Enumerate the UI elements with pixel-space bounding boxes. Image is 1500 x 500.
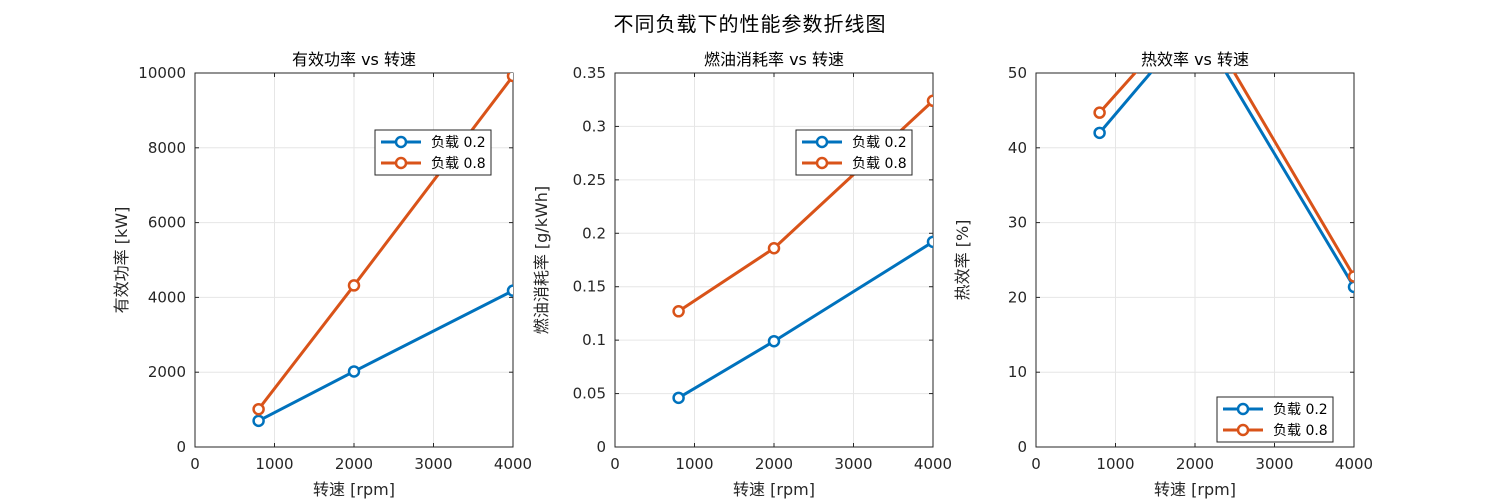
legend-box [374,129,492,176]
data-point [1347,270,1354,283]
legend-box [1216,396,1334,443]
y-tick-label: 4000 [148,288,186,306]
x-tick-label: 4000 [914,455,952,473]
y-tick-label: 0 [176,438,186,456]
x-tick-label: 4000 [494,455,532,473]
legend: 负载 0.2 负载 0.8 [795,129,913,176]
data-point [672,391,685,405]
data-point [506,73,513,83]
x-tick-label: 2000 [755,455,793,473]
legend-swatch-marker [394,156,408,170]
y-tick-label: 0.05 [573,385,606,403]
y-axis-label: 有效功率 [kW] [112,207,131,314]
data-point [1190,16,1200,26]
data-point [347,279,361,292]
x-tick-label: 2000 [335,455,373,473]
y-tick-label: 10000 [138,64,186,82]
legend: 负载 0.2 负载 0.8 [1216,396,1334,443]
legend-box [795,129,913,176]
y-tick-label: 10 [1008,363,1027,381]
data-point [1093,126,1106,140]
chart-panel-3: 0 1000 2000 3000 4000 0 10 20 30 40 50 热效率 vs 转速转速 … [953,1,1373,499]
y-tick-label: 0.35 [573,64,606,82]
legend-label: 负载 0.8 [1273,423,1328,439]
y-tick-label: 0 [1017,438,1027,456]
x-tick-label: 1000 [675,455,713,473]
data-point [252,414,265,428]
data-point [926,235,933,249]
legend-swatch-marker [1236,402,1250,416]
y-tick-label: 0.25 [573,171,606,189]
data-point [1347,280,1354,294]
data-point [347,365,361,378]
x-tick-label: 3000 [834,455,872,473]
y-tick-label: 0.15 [573,278,606,296]
legend-label: 负载 0.2 [852,135,907,151]
y-tick-label: 20 [1008,288,1027,306]
x-tick-label: 4000 [1335,455,1373,473]
x-axis-label: 转速 [rpm] [313,480,395,499]
x-tick-label: 2000 [1176,455,1214,473]
legend-swatch-marker [815,135,829,149]
series-group [672,94,933,405]
series-line-1 [1098,73,1354,288]
y-tick-label: 0.1 [582,331,606,349]
legend-swatch-marker [815,156,829,170]
y-tick-label: 0.2 [582,224,606,242]
data-point [767,334,781,348]
y-tick-label: 2000 [148,363,186,381]
data-point [252,402,265,416]
data-point [1190,1,1200,11]
x-tick-label: 1000 [255,455,293,473]
y-tick-label: 40 [1008,139,1027,157]
y-tick-label: 6000 [148,214,186,232]
y-tick-label: 0.3 [582,117,606,135]
series-line-2 [1098,73,1354,278]
y-axis-label: 燃油消耗率 [g/kWh] [532,186,551,334]
chart-panel-1: 0 1000 2000 3000 4000 0 2000 4000 6000 8000 10000 有… [112,50,532,499]
data-point [506,284,513,297]
chart-title: 燃油消耗率 vs 转速 [704,50,844,69]
data-point [767,241,781,255]
y-tick-label: 50 [1008,64,1027,82]
y-tick-label: 30 [1008,214,1027,232]
x-axis-label: 转速 [rpm] [1154,480,1236,499]
x-tick-label: 0 [610,455,620,473]
legend-swatch-marker [1236,423,1250,437]
legend-label: 负载 0.8 [431,156,486,172]
x-tick-label: 0 [190,455,200,473]
y-tick-label: 0 [596,438,606,456]
figure-suptitle: 不同负载下的性能参数折线图 [613,12,887,36]
chart-panel-2: 0 1000 2000 3000 4000 0 0.05 0.1 0.15 0.2 0.25 0.3 0… [532,50,952,499]
data-point [926,94,933,108]
legend: 负载 0.2 负载 0.8 [374,129,492,176]
legend-label: 负载 0.2 [431,135,486,151]
x-tick-label: 3000 [1255,455,1293,473]
data-point [672,305,685,318]
legend-label: 负载 0.8 [852,156,907,172]
chart-title: 有效功率 vs 转速 [292,50,416,69]
data-point [1093,106,1106,119]
y-tick-label: 8000 [148,139,186,157]
series-group [1093,1,1354,294]
chart-title: 热效率 vs 转速 [1141,50,1249,69]
legend-swatch-marker [394,135,408,149]
y-axis-label: 热效率 [%] [953,220,972,301]
x-tick-label: 1000 [1096,455,1134,473]
x-tick-label: 0 [1031,455,1041,473]
legend-label: 负载 0.2 [1273,402,1328,418]
x-tick-label: 3000 [414,455,452,473]
x-axis-label: 转速 [rpm] [733,480,815,499]
